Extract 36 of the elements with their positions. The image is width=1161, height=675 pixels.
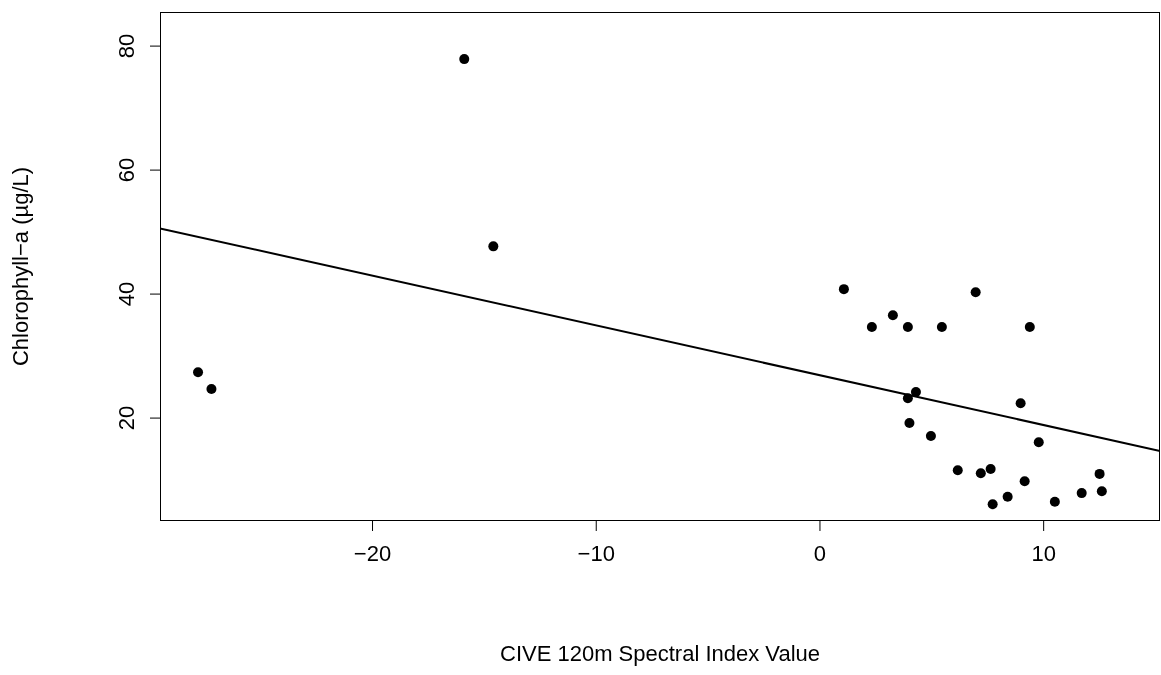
point [887, 310, 898, 321]
point [1002, 491, 1013, 502]
point [925, 431, 936, 442]
point [975, 468, 986, 479]
y-tick-label: 20 [114, 405, 139, 431]
point [193, 367, 204, 378]
point [1076, 488, 1087, 499]
y-tick-label: 40 [114, 281, 139, 307]
y-tick-label: 60 [114, 157, 139, 183]
point [904, 418, 915, 429]
y-axis-title: Chlorophyll−a (µg/L) [7, 166, 33, 367]
point [866, 321, 877, 332]
x-tick-label: 0 [813, 540, 827, 566]
point [1015, 398, 1026, 409]
point [1096, 486, 1107, 497]
point [987, 499, 998, 510]
point [1019, 476, 1030, 487]
point [488, 241, 499, 252]
point [838, 284, 849, 295]
x-tick-label: 10 [1031, 540, 1056, 566]
x-tick-label: −10 [577, 540, 615, 566]
point [206, 383, 217, 394]
point [952, 465, 963, 476]
point [985, 463, 996, 474]
x-tick-label: −20 [353, 540, 392, 566]
point [936, 321, 947, 332]
point [1094, 468, 1105, 479]
point [902, 321, 913, 332]
point [1049, 496, 1060, 507]
point [459, 54, 470, 65]
point [1033, 437, 1044, 448]
point [1024, 321, 1035, 332]
x-axis-title: CIVE 120m Spectral Index Value [500, 641, 820, 666]
y-tick-label: 80 [114, 33, 139, 59]
point [970, 287, 981, 298]
point [902, 393, 913, 404]
